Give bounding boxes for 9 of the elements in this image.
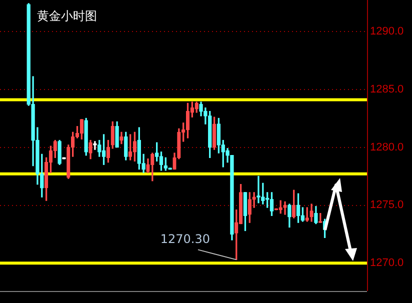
candlestick xyxy=(256,176,260,204)
candlestick xyxy=(93,141,97,150)
text: 黄金小时图 xyxy=(37,9,97,24)
y-tick-label: 1280.0 xyxy=(370,141,404,154)
y-tick-label: 1270.0 xyxy=(370,257,404,270)
y-tick-label: 1285.0 xyxy=(370,83,404,96)
y-tick-label: 1290.0 xyxy=(370,25,404,38)
y-tick-label: 1275.0 xyxy=(370,199,404,212)
annotation: 1270.30 xyxy=(160,232,210,246)
